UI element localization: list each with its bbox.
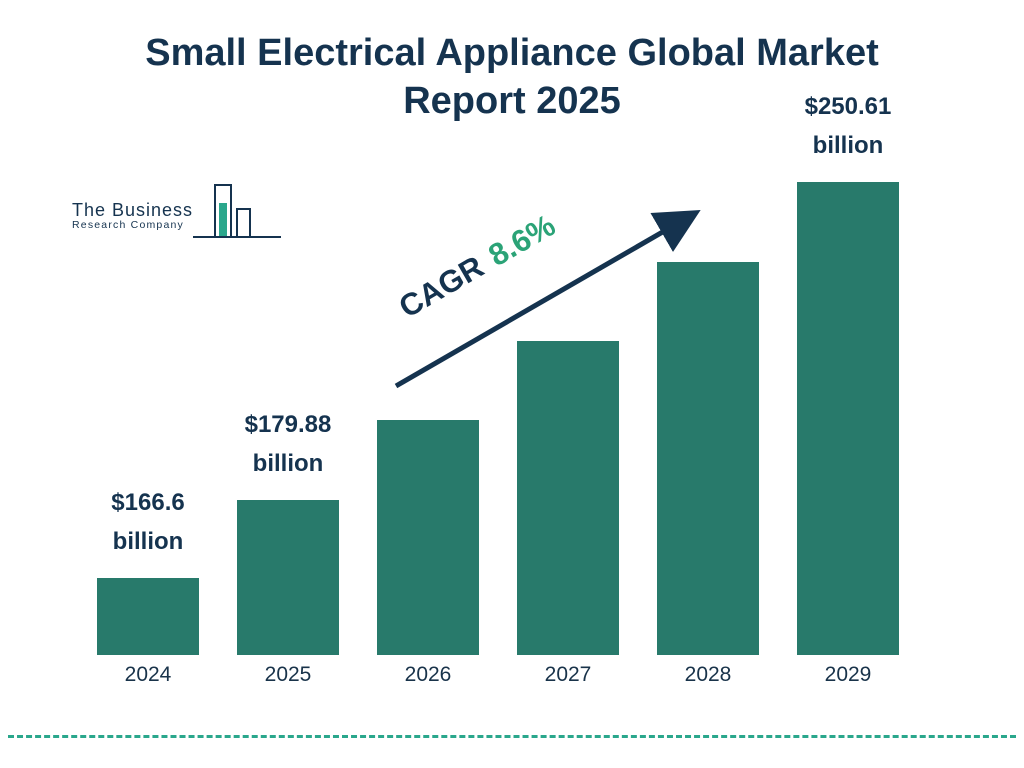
bar-group-2025: $179.88 billion [218, 0, 358, 655]
bar-chart: $166.6 billion $179.88 billion $250.61 billio… [78, 0, 918, 655]
bar-value-label-2025: $179.88 billion [244, 410, 332, 478]
x-axis-label-2029: 2029 [824, 663, 872, 686]
company-logo-name: The Business [72, 200, 194, 221]
bar-group-2028 [638, 0, 778, 655]
bar-2025 [237, 500, 339, 655]
bar-2028 [657, 262, 759, 655]
x-axis-label-2028: 2028 [684, 663, 732, 686]
bar-value-label-2024: $166.6 billion [111, 488, 185, 556]
x-axis-label-2026: 2026 [404, 663, 452, 686]
bar-group-2029: $250.61 billion [778, 0, 918, 655]
bar-2029 [797, 182, 899, 655]
page-title-line1: Small Electrical Appliance Global Market [145, 32, 879, 74]
bar-group-2026 [358, 0, 498, 655]
bar-chart-logo-icon [193, 183, 283, 245]
x-axis-label-2027: 2027 [544, 663, 592, 686]
bar-value-label-2029: $250.61 billion [804, 92, 892, 160]
bar-2027 [517, 341, 619, 655]
bar-2024 [97, 578, 199, 655]
company-logo: The Business Research Company [72, 183, 287, 245]
x-axis-label-2024: 2024 [124, 663, 172, 686]
company-logo-text: The Business Research Company [72, 201, 193, 245]
bar-group-2027 [498, 0, 638, 655]
bar-group-2024: $166.6 billion [78, 0, 218, 655]
page-title-line2: Report 2025 [403, 79, 621, 122]
bar-2026 [377, 420, 479, 655]
company-logo-subname: Research Company [72, 218, 184, 231]
x-axis-labels: 2024 2025 2026 2027 2028 2029 [78, 663, 918, 687]
page-title: Small Electrical Appliance Global Market… [62, 30, 962, 125]
bottom-dashed-divider [8, 735, 1016, 738]
x-axis-label-2025: 2025 [264, 663, 312, 686]
